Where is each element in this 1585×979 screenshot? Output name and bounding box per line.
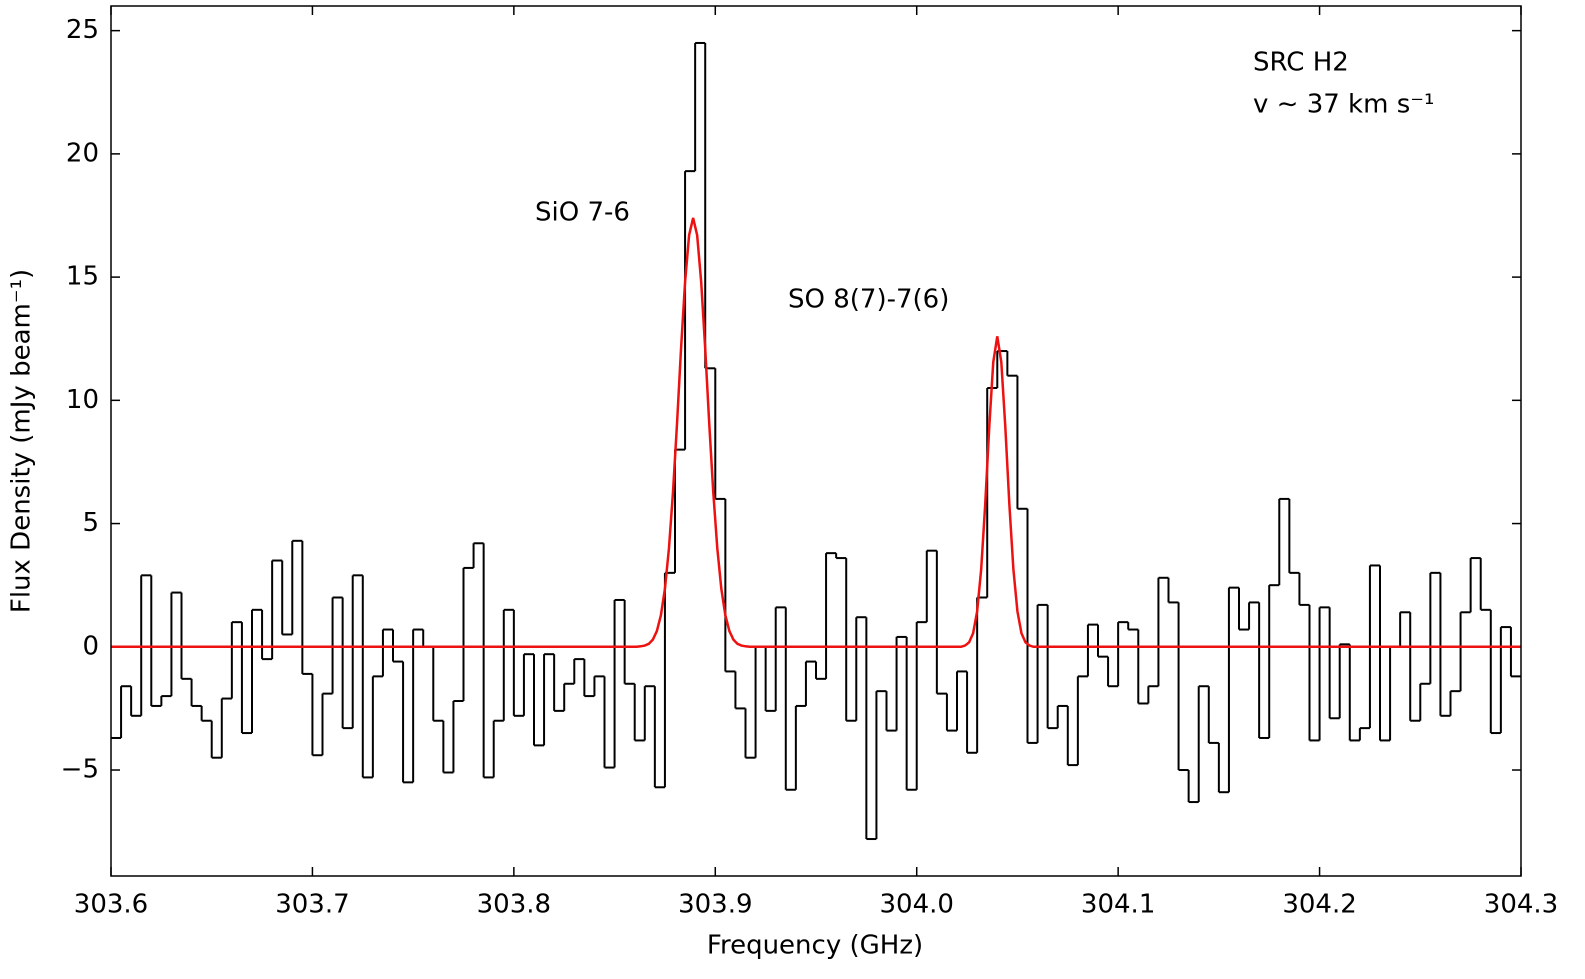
x-tick-label: 303.7 xyxy=(275,890,349,920)
x-tick-label: 304.1 xyxy=(1081,890,1155,920)
fit-line xyxy=(111,217,1521,649)
x-tick-label: 304.3 xyxy=(1484,890,1558,920)
x-tick-label: 303.6 xyxy=(74,890,148,920)
annotation: SO 8(7)-7(6) xyxy=(788,285,949,315)
y-tick-label: 15 xyxy=(66,262,99,292)
x-tick-label: 304.0 xyxy=(879,890,953,920)
y-tick-label: −5 xyxy=(61,755,99,785)
plot-frame xyxy=(110,5,1522,877)
y-tick-label: 0 xyxy=(82,631,99,661)
x-tick-label: 303.9 xyxy=(678,890,752,920)
x-tick-label: 304.2 xyxy=(1282,890,1356,920)
annotation: SRC H2 xyxy=(1253,48,1349,78)
x-tick-label: 303.8 xyxy=(477,890,551,920)
x-axis-label: Frequency (GHz) xyxy=(707,931,923,961)
y-tick-label: 10 xyxy=(66,385,99,415)
annotation: SiO 7-6 xyxy=(535,198,630,228)
y-tick-label: 5 xyxy=(82,508,99,538)
y-tick-label: 25 xyxy=(66,15,99,45)
y-tick-label: 20 xyxy=(66,138,99,168)
y-axis-label: Flux Density (mJy beam⁻¹) xyxy=(7,269,37,613)
annotation: v ∼ 37 km s⁻¹ xyxy=(1253,90,1434,120)
